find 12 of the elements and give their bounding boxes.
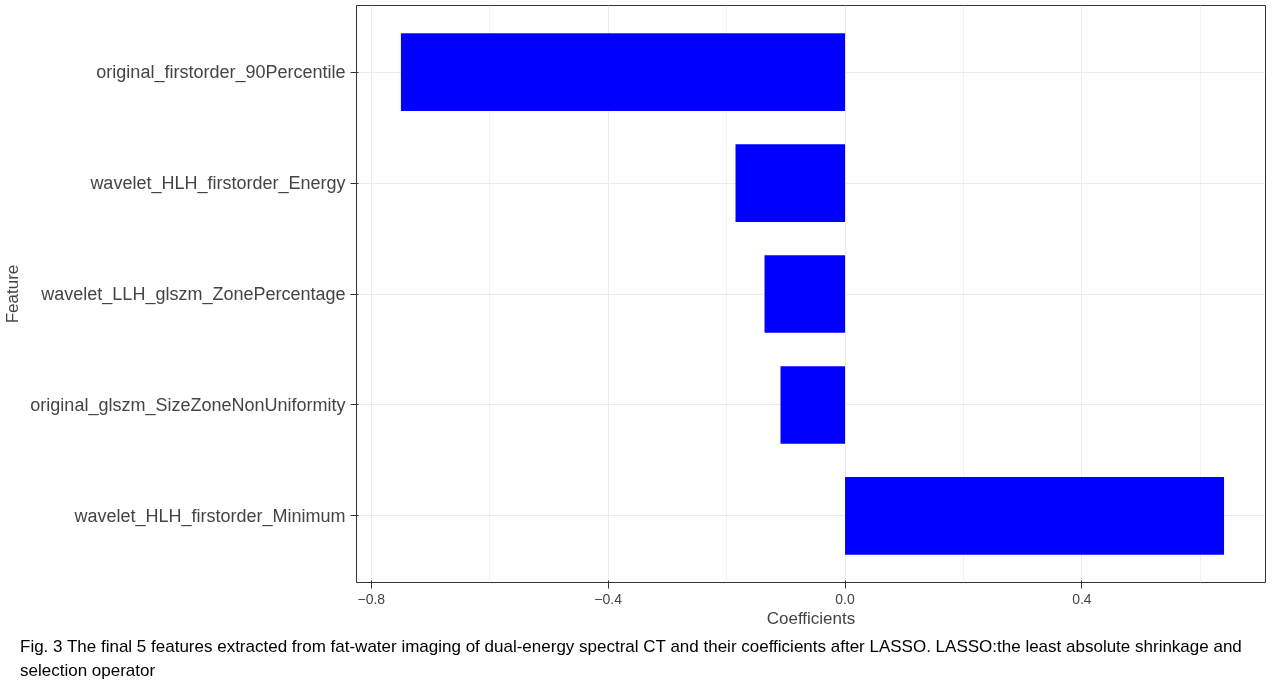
x-tick-label: −0.4 [594, 590, 623, 607]
y-axis-title: Feature [3, 264, 23, 324]
x-tick-label: −0.8 [357, 590, 386, 607]
y-tick-label: original_glszm_SizeZoneNonUniformity [30, 394, 346, 416]
x-axis-title: Coefficients [766, 608, 856, 628]
y-tick-label: wavelet_HLH_firstorder_Energy [89, 173, 346, 195]
x-tick-label: 0.0 [835, 590, 855, 607]
y-tick-label: wavelet_HLH_firstorder_Minimum [73, 505, 346, 527]
y-tick-label: wavelet_LLH_glszm_ZonePercentage [40, 284, 346, 305]
x-tick-label: 0.4 [1072, 590, 1092, 607]
y-tick-label: original_firstorder_90Percentile [96, 62, 346, 84]
caption: Fig. 3 The final 5 features extracted from fat-water imaging of dual-energy spectral CT and their coefficients after LASSO. LASSO:the least absolute shrinkage and selection operator [20, 636, 1243, 683]
